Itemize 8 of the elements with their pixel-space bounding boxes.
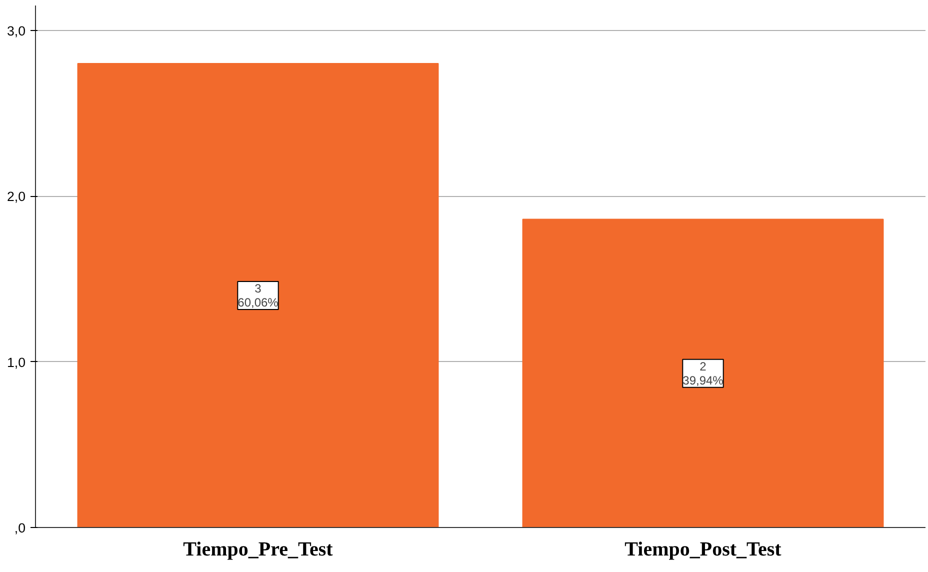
y-tick-label: 1,0	[6, 354, 26, 370]
data-label: 2 39,94%	[682, 359, 724, 388]
y-tick-label: 3,0	[6, 23, 26, 38]
x-tick-label: Tiempo_Pre_Test	[183, 538, 334, 560]
y-tick-label: 2,0	[6, 189, 26, 204]
x-tick-label: Tiempo_Post_Test	[624, 538, 782, 560]
data-label: 3 60,06%	[238, 282, 279, 310]
y-tick-label: ,0	[14, 520, 26, 536]
